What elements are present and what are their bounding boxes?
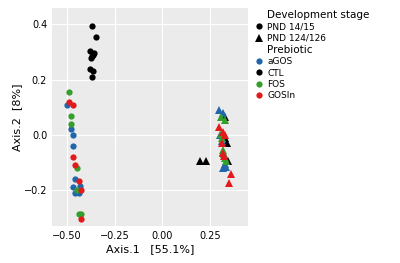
Y-axis label: Axis.2  [8%]: Axis.2 [8%] — [12, 83, 22, 151]
X-axis label: Axis.1   [55.1%]: Axis.1 [55.1%] — [106, 244, 194, 254]
Legend: Development stage, PND 14/15, PND 124/126, Prebiotic, aGOS, CTL, FOS, GOSIn: Development stage, PND 14/15, PND 124/12… — [254, 10, 370, 100]
